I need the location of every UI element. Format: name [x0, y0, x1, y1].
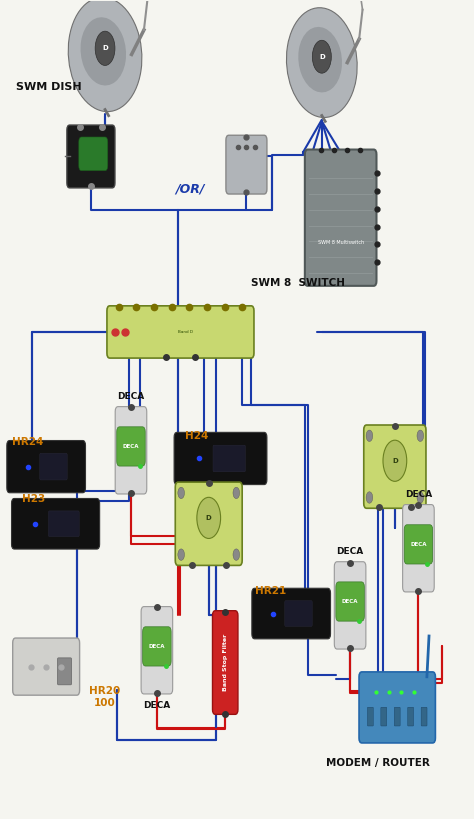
Text: D: D — [319, 54, 325, 60]
Circle shape — [366, 491, 373, 503]
FancyBboxPatch shape — [115, 407, 147, 494]
Text: MODEM / ROUTER: MODEM / ROUTER — [327, 758, 430, 768]
Circle shape — [417, 430, 424, 441]
FancyBboxPatch shape — [421, 708, 427, 726]
FancyBboxPatch shape — [336, 581, 365, 621]
Text: DECA: DECA — [337, 547, 364, 556]
FancyBboxPatch shape — [175, 482, 242, 565]
FancyBboxPatch shape — [79, 137, 108, 170]
FancyBboxPatch shape — [402, 505, 434, 592]
Text: Band Stop Filter: Band Stop Filter — [223, 634, 228, 691]
FancyBboxPatch shape — [394, 708, 400, 726]
Circle shape — [366, 430, 373, 441]
Text: SWM 8  SWITCH: SWM 8 SWITCH — [251, 278, 345, 288]
Circle shape — [178, 487, 184, 499]
Text: DECA: DECA — [410, 542, 427, 547]
Text: /OR/: /OR/ — [175, 183, 205, 196]
FancyBboxPatch shape — [117, 427, 145, 466]
Text: DECA: DECA — [342, 599, 358, 604]
Text: D: D — [206, 515, 211, 521]
Circle shape — [233, 549, 239, 560]
FancyBboxPatch shape — [213, 446, 246, 472]
FancyBboxPatch shape — [381, 708, 387, 726]
FancyBboxPatch shape — [7, 441, 85, 493]
Circle shape — [417, 491, 424, 503]
Ellipse shape — [298, 27, 342, 93]
FancyBboxPatch shape — [367, 708, 374, 726]
FancyBboxPatch shape — [67, 125, 115, 188]
Text: DECA: DECA — [149, 644, 165, 649]
FancyBboxPatch shape — [11, 499, 100, 549]
Text: DECA: DECA — [123, 444, 139, 449]
Text: DECA: DECA — [143, 701, 171, 710]
Circle shape — [197, 497, 220, 538]
Ellipse shape — [81, 17, 126, 85]
Text: H24: H24 — [185, 431, 209, 441]
FancyBboxPatch shape — [141, 607, 173, 694]
FancyBboxPatch shape — [13, 638, 80, 695]
Circle shape — [233, 487, 239, 499]
FancyBboxPatch shape — [57, 658, 72, 685]
Text: DECA: DECA — [118, 392, 145, 401]
FancyBboxPatch shape — [404, 525, 433, 564]
Text: HR24: HR24 — [12, 437, 43, 447]
FancyBboxPatch shape — [305, 150, 376, 286]
Circle shape — [95, 31, 115, 66]
Circle shape — [178, 549, 184, 560]
Circle shape — [312, 40, 331, 73]
Text: HR20
100: HR20 100 — [90, 686, 121, 708]
Ellipse shape — [286, 7, 357, 117]
Text: H23: H23 — [22, 495, 45, 505]
Ellipse shape — [68, 0, 142, 111]
FancyBboxPatch shape — [212, 611, 238, 714]
FancyBboxPatch shape — [364, 425, 426, 509]
FancyBboxPatch shape — [285, 600, 312, 627]
FancyBboxPatch shape — [408, 708, 414, 726]
FancyBboxPatch shape — [174, 432, 267, 485]
Text: DECA: DECA — [405, 491, 432, 500]
Text: HR21: HR21 — [255, 586, 287, 595]
FancyBboxPatch shape — [359, 672, 436, 743]
Text: SWM 8 Multiswitch: SWM 8 Multiswitch — [318, 241, 364, 246]
Text: SWM DISH: SWM DISH — [16, 82, 81, 92]
Text: Band D: Band D — [178, 330, 192, 334]
FancyBboxPatch shape — [334, 562, 366, 649]
Circle shape — [383, 440, 407, 482]
Text: D: D — [102, 45, 108, 52]
Text: D: D — [392, 458, 398, 464]
FancyBboxPatch shape — [48, 511, 79, 536]
FancyBboxPatch shape — [252, 588, 330, 639]
FancyBboxPatch shape — [143, 627, 171, 666]
FancyBboxPatch shape — [107, 305, 254, 358]
FancyBboxPatch shape — [226, 135, 267, 194]
FancyBboxPatch shape — [40, 454, 67, 480]
